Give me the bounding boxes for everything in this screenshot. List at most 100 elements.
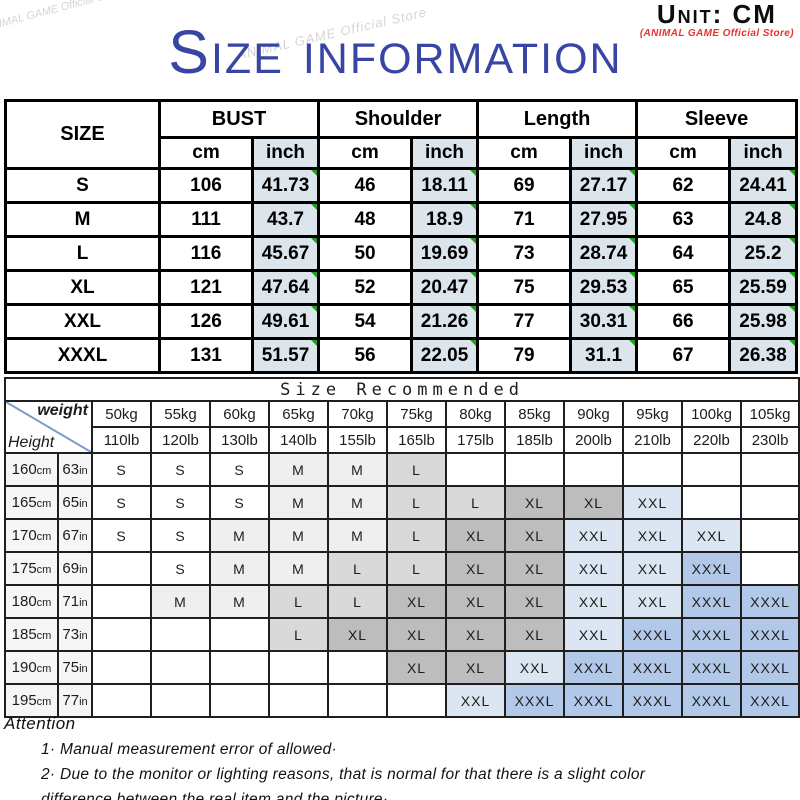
recommended-size-cell [739,485,800,520]
cm-value-cell: 126 [158,303,254,340]
recommended-size-cell: XL [563,485,624,520]
group-header-shoulder: Shoulder [317,99,480,139]
weight-kg-header: 70kg [327,400,388,428]
weight-lb-header: 140lb [268,426,329,454]
recommended-size-cell [209,617,270,652]
height-cm-value: 195 [11,692,37,709]
recommended-size-cell: S [209,452,270,487]
size-column-header: SIZE [4,99,161,170]
recommended-size-cell: M [268,518,329,553]
inch-value-cell: 43.7 [250,201,321,238]
cm-value-cell: 46 [317,167,414,204]
recommended-size-cell: M [268,551,329,586]
height-cm-value: 175 [11,560,37,577]
recommended-size-cell: S [209,485,270,520]
cm-value-cell: 50 [317,235,414,272]
size-recommended-table: Size Recommended weight Height 50kg 55kg 6… [3,377,800,718]
height-cm-value: 165 [11,494,37,511]
size-table-unit-header-row: cm inch cm inch cm inch cm inch [6,136,799,170]
height-cm-cell: 185cm [4,617,59,652]
weight-lb-header: 200lb [563,426,624,454]
inch-value-cell: 24.41 [728,167,799,204]
height-cm-value: 185 [11,626,37,643]
recommended-size-cell: XXXL [681,584,742,619]
height-cm-cell: 190cm [4,650,59,685]
height-in-unit: in [79,630,88,642]
recommended-size-cell: XXL [622,485,683,520]
recommended-size-cell: M [209,518,270,553]
cm-value-cell: 52 [317,269,414,306]
recommended-size-cell: S [150,485,211,520]
recommended-size-cell: L [268,584,329,619]
weight-lb-header: 110lb [91,426,152,454]
recommended-size-cell: XL [445,518,506,553]
attention-title: Attention [4,714,76,733]
recommended-size-cell: XL [445,617,506,652]
size-table-row: S 106 41.73 46 18.11 69 27.17 62 24.41 [4,167,799,204]
recommended-size-cell: L [386,485,447,520]
recommended-size-cell [268,683,329,718]
recommended-row: 180cm 71in M M L L XL XL XL XXL XXL XXXL XXXL [4,584,800,619]
inch-value-cell: 25.2 [728,235,799,272]
recommended-size-cell: XXL [563,518,624,553]
height-in-cell: 65in [57,485,93,520]
inch-value-cell: 47.64 [250,269,321,306]
group-header-bust: BUST [157,99,321,139]
recommended-size-cell: XXL [563,584,624,619]
height-in-cell: 75in [57,650,93,685]
recommended-size-cell: XXL [622,518,683,553]
height-cm-value: 160 [11,461,37,478]
recommended-size-cell [91,584,152,619]
recommended-size-cell: XL [445,650,506,685]
recommended-size-cell: XL [504,584,565,619]
height-cm-cell: 175cm [4,551,59,586]
recommended-size-cell: L [327,584,388,619]
recommended-size-cell: XXXL [622,650,683,685]
height-cm-unit: cm [36,465,52,477]
recommended-size-cell: S [91,485,152,520]
attention-note-2-continued: difference between the real item and the… [41,791,389,800]
weight-lb-header: 120lb [150,426,211,454]
recommended-size-cell [209,650,270,685]
recommended-size-cell: L [386,551,447,586]
recommended-size-cell: XL [445,584,506,619]
recommended-size-cell: XXL [681,518,742,553]
cm-value-cell: 48 [317,201,414,238]
height-in-value: 75 [62,659,80,676]
page-title: Size information [168,18,623,86]
height-cm-value: 170 [11,527,37,544]
recommended-size-cell: L [445,485,506,520]
height-cm-unit: cm [36,696,52,708]
recommended-size-cell: XL [327,617,388,652]
recommended-size-cell: M [327,485,388,520]
recommended-size-cell: XL [386,584,447,619]
weight-kg-header: 95kg [622,400,683,428]
cm-value-cell: 116 [158,235,254,272]
height-in-cell: 69in [57,551,93,586]
recommended-size-cell: XXL [622,551,683,586]
weight-lb-header: 155lb [327,426,388,454]
inch-value-cell: 26.38 [728,337,799,374]
group-header-length: Length [476,99,639,139]
inch-value-cell: 22.05 [410,337,480,374]
cm-value-cell: 54 [317,303,414,340]
recommended-size-cell: XXXL [622,617,683,652]
recommended-size-cell: XL [445,551,506,586]
recommended-size-cell: S [150,551,211,586]
recommended-size-cell: XXL [622,584,683,619]
size-table-row: XXL 126 49.61 54 21.26 77 30.31 66 25.98 [4,303,799,340]
recommended-size-cell: XXXL [739,617,800,652]
inch-value-cell: 30.31 [569,303,639,340]
weight-lb-header: 175lb [445,426,506,454]
size-table-row: M 111 43.7 48 18.9 71 27.95 63 24.8 [4,201,799,238]
cm-value-cell: 66 [635,303,732,340]
cm-value-cell: 71 [476,201,573,238]
height-in-cell: 63in [57,452,93,487]
height-in-value: 67 [62,527,80,544]
unit-header-cm: cm [158,136,254,170]
height-in-unit: in [79,531,88,543]
cm-value-cell: 77 [476,303,573,340]
cm-value-cell: 111 [158,201,254,238]
recommended-title-row: Size Recommended [3,377,800,402]
cm-value-cell: 64 [635,235,732,272]
